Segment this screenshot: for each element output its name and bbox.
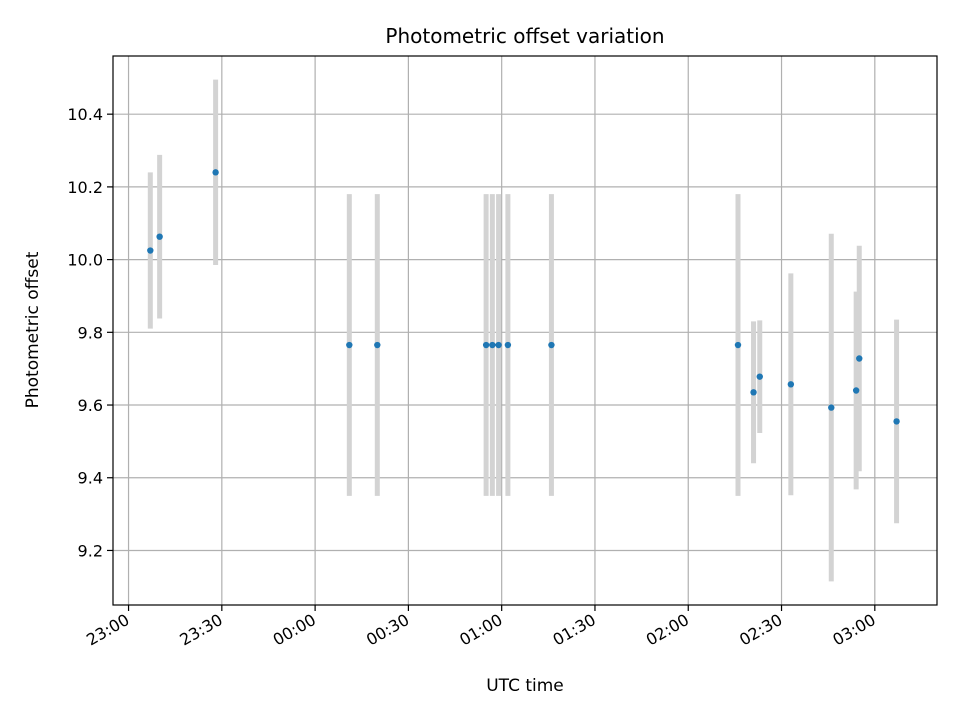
- y-tick-label: 10.0: [67, 251, 103, 270]
- data-point: [212, 169, 219, 176]
- plot-frame: [112, 55, 938, 606]
- data-point: [482, 341, 490, 349]
- data-point: [504, 341, 512, 349]
- data-points: [147, 169, 900, 425]
- data-point: [750, 389, 757, 396]
- data-point: [495, 341, 502, 349]
- y-axis-ticks: 9.2 9.4 9.6 9.8 10.0 10.2 10.4: [67, 105, 113, 560]
- y-tick-label: 10.2: [67, 178, 103, 197]
- data-point: [489, 341, 496, 349]
- data-point: [756, 373, 763, 380]
- y-tick-label: 9.8: [78, 323, 103, 342]
- data-point: [147, 247, 154, 254]
- data-point: [852, 387, 860, 394]
- grid: [113, 56, 937, 605]
- chart-title: Photometric offset variation: [385, 24, 664, 48]
- data-point: [374, 341, 381, 349]
- data-point: [893, 418, 900, 425]
- data-point: [856, 355, 863, 362]
- y-axis-label: Photometric offset: [23, 251, 43, 408]
- data-point: [156, 233, 163, 240]
- data-point: [734, 341, 742, 349]
- y-tick-label: 9.6: [78, 396, 103, 415]
- data-point: [548, 341, 555, 349]
- y-tick-label: 9.4: [78, 469, 103, 488]
- data-point: [828, 404, 835, 411]
- y-tick-label: 10.4: [67, 105, 103, 124]
- x-axis-label: UTC time: [486, 676, 564, 696]
- data-point: [346, 341, 353, 349]
- data-point: [787, 381, 795, 388]
- y-tick-label: 9.2: [78, 541, 103, 560]
